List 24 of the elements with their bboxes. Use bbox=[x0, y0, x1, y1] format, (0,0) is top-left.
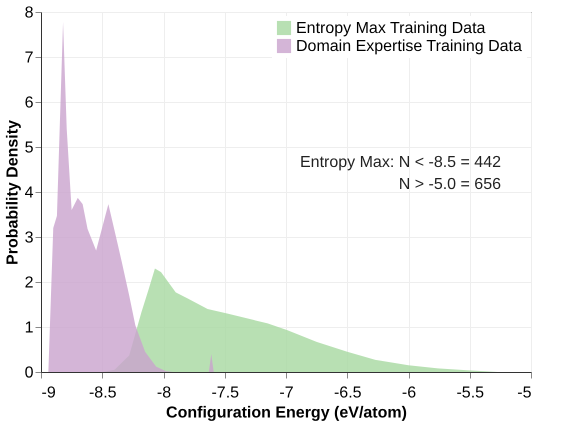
y-tick-label: 1 bbox=[24, 320, 34, 336]
legend-label: Entropy Max Training Data bbox=[296, 20, 486, 37]
x-axis-title: Configuration Energy (eV/atom) bbox=[166, 404, 407, 422]
y-tick-label: 0 bbox=[24, 364, 34, 382]
x-tick-label: -9 bbox=[42, 384, 56, 402]
x-tick-label: -5 bbox=[517, 384, 532, 402]
x-tick-label: -8.5 bbox=[88, 384, 117, 402]
x-tick-label: -8 bbox=[156, 384, 172, 402]
y-tick-label: 8 bbox=[24, 4, 34, 22]
y-tick-label: 4 bbox=[24, 184, 34, 202]
annotation: Entropy Max: N < -8.5 = 442 bbox=[300, 154, 502, 171]
y-tick-label: 2 bbox=[24, 274, 34, 292]
annotation: N > -5.0 = 656 bbox=[398, 176, 502, 193]
legend-label: Domain Expertise Training Data bbox=[296, 38, 522, 55]
x-tick-label: -7.5 bbox=[211, 384, 240, 402]
y-tick-label: 6 bbox=[24, 94, 34, 112]
x-tick-label: -6.5 bbox=[334, 384, 362, 402]
x-tick-label: -7 bbox=[279, 384, 294, 402]
y-tick-label: 5 bbox=[24, 140, 34, 156]
y-tick-label: 3 bbox=[24, 230, 34, 246]
y-tick-label: 7 bbox=[24, 50, 34, 66]
x-tick-label: -6 bbox=[402, 384, 416, 402]
x-tick-label: -5.5 bbox=[456, 384, 484, 402]
y-axis-title: Probability Density bbox=[4, 120, 22, 265]
